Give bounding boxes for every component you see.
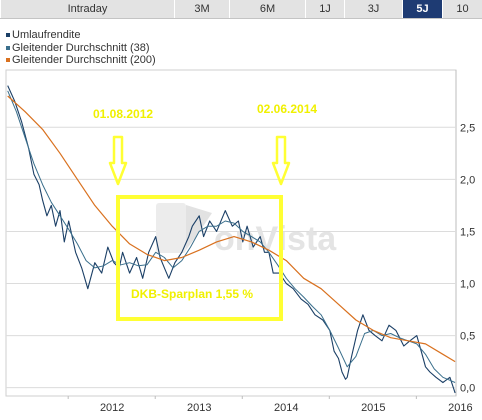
y-tick-label: 0,0: [460, 383, 475, 395]
annotation-arrow-right-shape: [271, 135, 291, 186]
y-tick-label: 2,5: [460, 122, 475, 134]
y-tick-label: 2,0: [460, 174, 475, 186]
tab-5j[interactable]: 5J: [402, 0, 442, 18]
plot-frame: [5, 69, 457, 397]
x-tick-label: 2016: [448, 402, 472, 414]
y-tick-label: 1,0: [460, 279, 475, 291]
legend-label-ma38: Gleitender Durchschnitt (38): [12, 41, 150, 54]
annotation-box: [116, 195, 283, 321]
x-tick-label: 2013: [187, 402, 211, 414]
timeframe-tabs: Intraday 3M 6M 1J 3J 5J 10: [0, 0, 482, 19]
y-tick-label: 0,5: [460, 331, 475, 343]
watermark-text: onVista: [214, 220, 337, 258]
legend-item-ma200: Gleitender Durchschnitt (200): [6, 54, 156, 67]
legend-label-ma200: Gleitender Durchschnitt (200): [12, 54, 156, 66]
annotation-box-label: DKB-Sparplan 1,55 %: [131, 287, 253, 301]
legend-item-umlaufrendite: Umlaufrendite: [6, 29, 156, 42]
watermark-mark: [186, 205, 212, 250]
tab-3m[interactable]: 3M: [174, 0, 229, 18]
annotation-date-left: 01.08.2012: [93, 107, 153, 121]
series-umlaufrendite: [7, 85, 456, 394]
y-tick-label: 1,5: [460, 226, 475, 238]
x-tick-label: 2015: [361, 402, 385, 414]
series-ma38: [7, 90, 456, 383]
annotation-arrow-left: [108, 135, 128, 186]
tab-1j[interactable]: 1J: [305, 0, 344, 18]
legend-swatch-ma200: [6, 58, 10, 63]
annotation-arrow-right: [271, 135, 291, 186]
x-tick-label: 2012: [100, 402, 124, 414]
legend-label-umlaufrendite: Umlaufrendite: [12, 29, 81, 41]
tab-intraday[interactable]: Intraday: [0, 0, 174, 18]
legend-item-ma38: Gleitender Durchschnitt (38): [6, 42, 156, 55]
legend-swatch-ma38: [6, 45, 10, 50]
legend-swatch-umlaufrendite: [6, 33, 10, 38]
tab-3j[interactable]: 3J: [344, 0, 402, 18]
x-tick-label: 2014: [274, 402, 298, 414]
legend: Umlaufrendite Gleitender Durchschnitt (3…: [6, 29, 156, 67]
watermark-mark: [156, 203, 186, 253]
annotation-date-right: 02.06.2014: [257, 102, 317, 116]
annotation-arrow-left-shape: [108, 135, 128, 186]
watermark-logo: onVista: [156, 203, 337, 258]
series-ma200: [7, 95, 456, 363]
tab-10j[interactable]: 10: [442, 0, 482, 18]
tab-6m[interactable]: 6M: [229, 0, 305, 18]
